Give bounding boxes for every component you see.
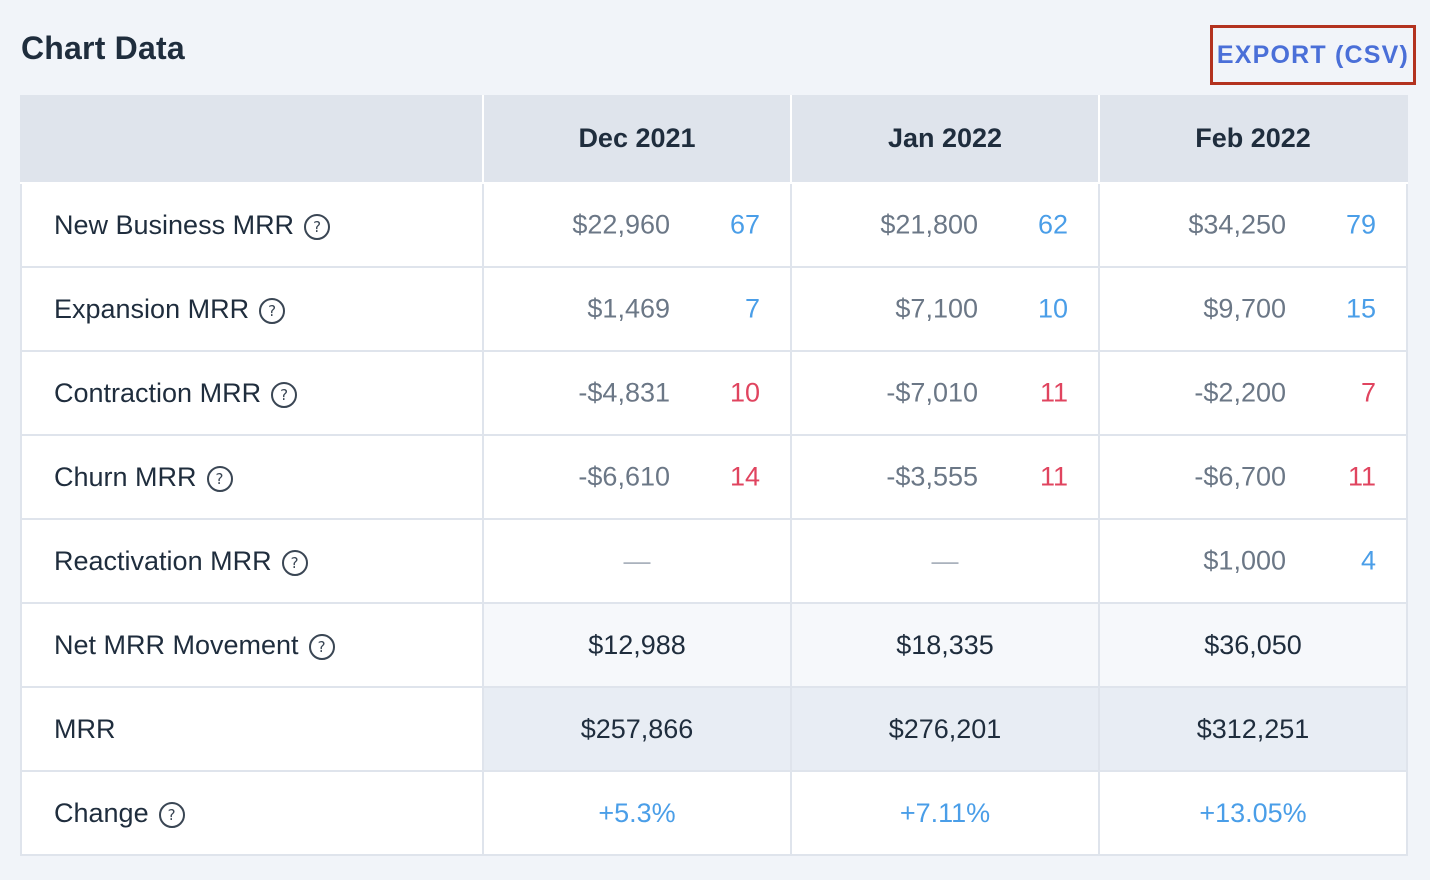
table-cell: $21,800 62 [790, 182, 1100, 268]
amount-value: -$6,700 [1194, 461, 1286, 492]
table-cell: -$6,700 11 [1098, 434, 1408, 520]
table-cell: $9,700 15 [1098, 266, 1408, 352]
amount-value: $1,000 [1203, 545, 1286, 576]
count-link[interactable]: 62 [1037, 209, 1068, 240]
net-movement-value: $18,335 [790, 602, 1100, 688]
table-cell: -$2,200 7 [1098, 350, 1408, 436]
column-header-jan-2022: Jan 2022 [790, 95, 1100, 184]
row-label-text: New Business MRR [54, 209, 295, 240]
row-label-text: Net MRR Movement [54, 629, 299, 660]
row-label-reactivation-mrr: Reactivation MRR? [20, 518, 484, 604]
amount-value: -$7,010 [886, 377, 978, 408]
row-label-net-mrr-movement: Net MRR Movement? [20, 602, 484, 688]
row-label-text: Change [54, 797, 149, 828]
count-link[interactable]: 10 [1037, 293, 1068, 324]
net-movement-value: $12,988 [482, 602, 792, 688]
chart-data-table: Dec 2021 Jan 2022 Feb 2022 New Business … [20, 95, 1408, 856]
table-row: Expansion MRR? $1,469 7 $7,100 10 $9,700 15 [20, 266, 1408, 352]
row-label-contraction-mrr: Contraction MRR? [20, 350, 484, 436]
count-link[interactable]: 11 [1039, 461, 1068, 492]
table-row: Reactivation MRR? — — $1,000 4 [20, 518, 1408, 604]
table-cell: -$3,555 11 [790, 434, 1100, 520]
amount-value: $22,960 [572, 209, 670, 240]
table-row: Net MRR Movement? $12,988 $18,335 $36,05… [20, 602, 1408, 688]
count-link[interactable]: 14 [729, 461, 760, 492]
count-link[interactable]: 15 [1345, 293, 1376, 324]
table-row: Contraction MRR? -$4,831 10 -$7,010 11 -$2… [20, 350, 1408, 436]
net-movement-value: $36,050 [1098, 602, 1408, 688]
amount-value: $34,250 [1188, 209, 1286, 240]
count-link[interactable]: 10 [729, 377, 760, 408]
row-label-new-business-mrr: New Business MRR? [20, 182, 484, 268]
table-cell: $7,100 10 [790, 266, 1100, 352]
table-row: Change? +5.3% +7.11% +13.05% [20, 770, 1408, 856]
table-header-row: Dec 2021 Jan 2022 Feb 2022 [20, 95, 1408, 184]
change-percent-value: +13.05% [1098, 770, 1408, 856]
help-icon[interactable]: ? [308, 633, 335, 660]
count-link[interactable]: 67 [729, 209, 760, 240]
table-row: New Business MRR? $22,960 67 $21,800 62 $3… [20, 182, 1408, 268]
count-link[interactable]: 7 [1360, 377, 1376, 408]
mrr-value: $312,251 [1098, 686, 1408, 772]
amount-value: -$4,831 [578, 377, 670, 408]
amount-value: $9,700 [1203, 293, 1286, 324]
table-cell: $34,250 79 [1098, 182, 1408, 268]
table-cell: $1,000 4 [1098, 518, 1408, 604]
page-title: Chart Data [21, 30, 185, 66]
mrr-value: $276,201 [790, 686, 1100, 772]
table-cell: $22,960 67 [482, 182, 792, 268]
column-header-feb-2022: Feb 2022 [1098, 95, 1408, 184]
amount-value: $7,100 [895, 293, 978, 324]
change-percent-value: +7.11% [790, 770, 1100, 856]
table-cell: -$4,831 10 [482, 350, 792, 436]
row-label-mrr: MRR [20, 686, 484, 772]
amount-value: -$2,200 [1194, 377, 1286, 408]
row-label-text: Reactivation MRR [54, 545, 272, 576]
header-blank [20, 95, 484, 184]
export-highlight: EXPORT (CSV) [1210, 25, 1416, 85]
row-label-text: Contraction MRR [54, 377, 262, 408]
help-icon[interactable]: ? [259, 297, 286, 324]
amount-value: $1,469 [587, 293, 670, 324]
row-label-text: Expansion MRR [54, 293, 250, 324]
count-link[interactable]: 4 [1360, 545, 1376, 576]
help-icon[interactable]: ? [281, 549, 308, 576]
count-link[interactable]: 11 [1039, 377, 1068, 408]
help-icon[interactable]: ? [206, 465, 233, 492]
mrr-value: $257,866 [482, 686, 792, 772]
row-label-change: Change? [20, 770, 484, 856]
row-label-expansion-mrr: Expansion MRR? [20, 266, 484, 352]
row-label-text: Churn MRR [54, 461, 197, 492]
column-header-dec-2021: Dec 2021 [482, 95, 792, 184]
amount-value: $21,800 [880, 209, 978, 240]
table-row: Churn MRR? -$6,610 14 -$3,555 11 -$6,700 11 [20, 434, 1408, 520]
help-icon[interactable]: ? [158, 801, 185, 828]
table-cell: -$6,610 14 [482, 434, 792, 520]
table-row: MRR $257,866 $276,201 $312,251 [20, 686, 1408, 772]
row-label-churn-mrr: Churn MRR? [20, 434, 484, 520]
amount-value: -$3,555 [886, 461, 978, 492]
count-link[interactable]: 7 [744, 293, 760, 324]
amount-value: -$6,610 [578, 461, 670, 492]
empty-value-dash: — [482, 518, 792, 604]
empty-value-dash: — [790, 518, 1100, 604]
table-cell: $1,469 7 [482, 266, 792, 352]
row-label-text: MRR [54, 713, 116, 744]
table-cell: -$7,010 11 [790, 350, 1100, 436]
help-icon[interactable]: ? [271, 381, 298, 408]
change-percent-value: +5.3% [482, 770, 792, 856]
count-link[interactable]: 79 [1345, 209, 1376, 240]
help-icon[interactable]: ? [304, 213, 331, 240]
count-link[interactable]: 11 [1347, 461, 1376, 492]
export-csv-button[interactable]: EXPORT (CSV) [1216, 40, 1410, 69]
